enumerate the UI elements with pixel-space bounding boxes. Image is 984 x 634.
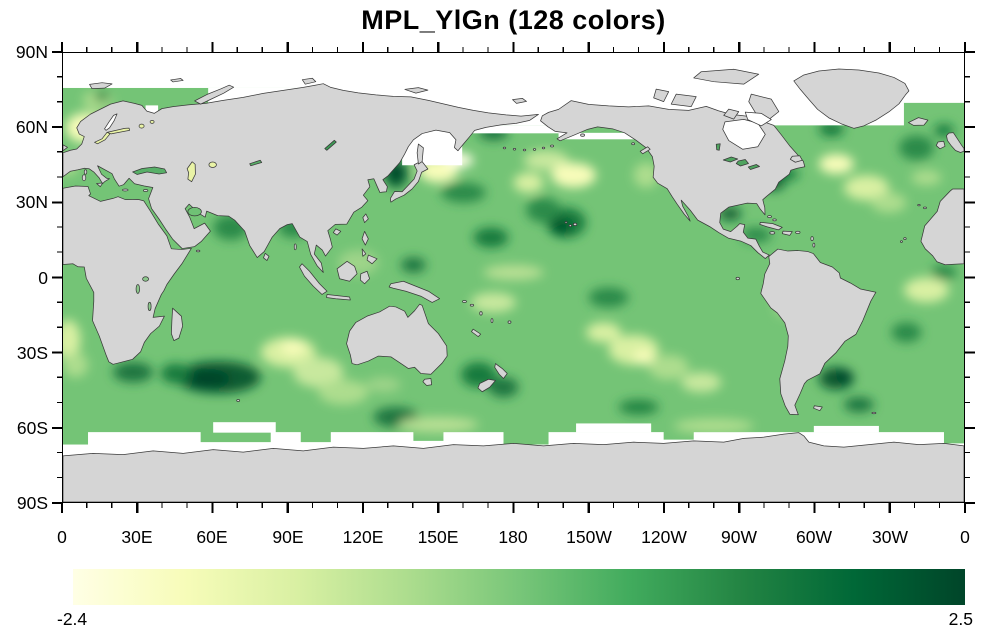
left-axis-major-ticks <box>52 51 62 505</box>
lat-label-30s: 30S <box>16 343 48 363</box>
lon-label-180: 180 <box>498 527 528 547</box>
lon-label-150w: 150W <box>566 527 612 547</box>
colorbar-min-label: -2.4 <box>57 609 88 629</box>
lon-label-60w: 60W <box>796 527 832 547</box>
lat-label-60s: 60S <box>16 418 48 438</box>
lon-label-30w: 30W <box>872 527 908 547</box>
right-axis-minor-ticks <box>965 51 970 505</box>
plot-title: MPL_YlGn (128 colors) <box>361 5 666 35</box>
inland-water-layer <box>94 111 772 312</box>
top-axis-major-ticks <box>61 42 967 52</box>
lat-label-eq: 0 <box>38 268 48 288</box>
lon-label-150e: 150E <box>417 527 459 547</box>
map-frame <box>62 52 965 503</box>
lat-label-90n: 90N <box>15 42 48 62</box>
colorbar-max-label: 2.5 <box>948 609 973 629</box>
lon-label-90e: 90E <box>272 527 304 547</box>
world-map <box>63 53 964 502</box>
lon-label-0w: 0 <box>960 527 970 547</box>
lon-label-120e: 120E <box>342 527 384 547</box>
land-layer <box>63 68 964 502</box>
lon-label-0e: 0 <box>57 527 67 547</box>
lon-label-120w: 120W <box>641 527 687 547</box>
right-axis-major-ticks <box>965 51 975 505</box>
lon-label-30e: 30E <box>121 527 153 547</box>
lon-label-90w: 90W <box>721 527 757 547</box>
lat-label-90s: 90S <box>16 493 48 513</box>
lon-label-60e: 60E <box>196 527 228 547</box>
lat-label-30n: 30N <box>15 192 48 212</box>
colorbar <box>73 569 965 605</box>
bottom-axis-minor-ticks <box>61 503 967 508</box>
bottom-axis-major-ticks <box>61 503 967 513</box>
lat-label-60n: 60N <box>15 117 48 137</box>
